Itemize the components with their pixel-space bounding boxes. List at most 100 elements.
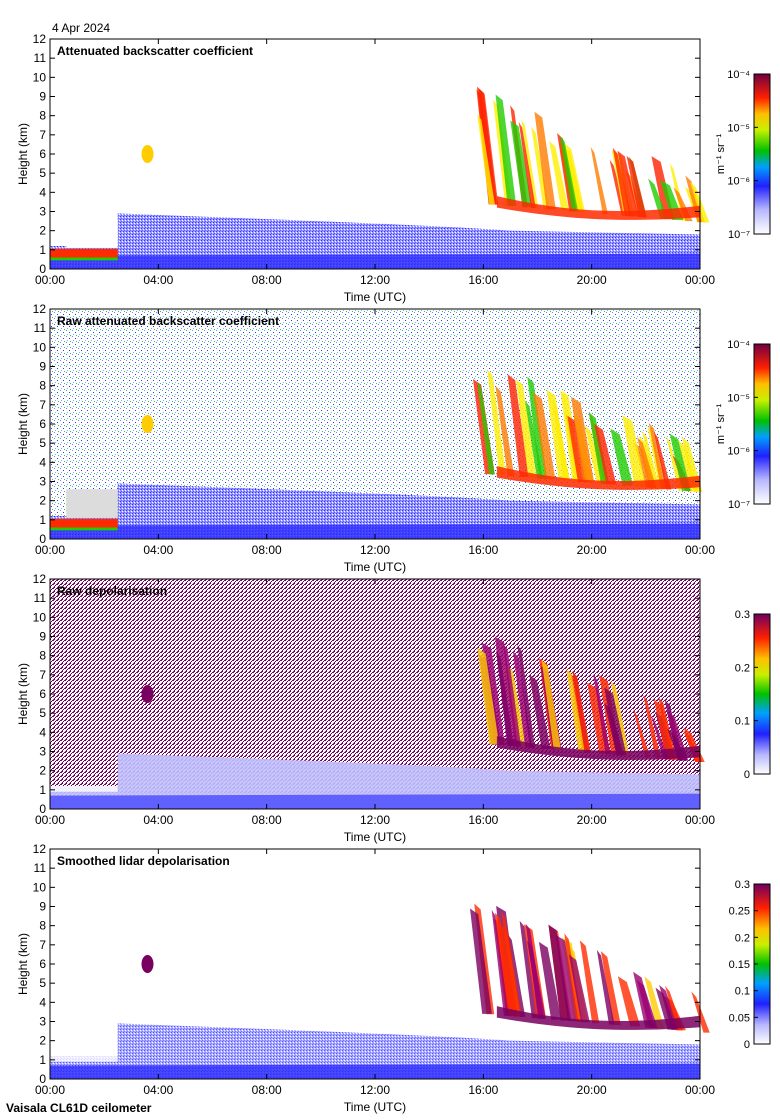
fallstreak — [487, 369, 507, 476]
x-tick-label: 12:00 — [360, 543, 390, 557]
y-tick-label: 10 — [33, 340, 47, 354]
fallstreak — [517, 644, 535, 748]
y-tick-label: 10 — [33, 880, 47, 894]
y-tick-label: 9 — [39, 90, 46, 104]
x-tick-label: 16:00 — [468, 273, 498, 287]
x-tick-label: 00:00 — [35, 543, 65, 557]
x-axis-label: Time (UTC) — [344, 290, 406, 304]
colorbar-tick-label: 0 — [744, 1039, 750, 1051]
fallstreak — [476, 86, 498, 205]
fallstreak — [501, 912, 519, 1017]
colorbar-tick-label: 0.2 — [735, 662, 750, 674]
colorbar — [753, 343, 771, 505]
y-axis-label: Height (km) — [16, 933, 30, 995]
x-axis-label: Time (UTC) — [344, 1100, 406, 1114]
y-tick-label: 1 — [39, 243, 46, 257]
panel-title: Raw attenuated backscatter coefficient — [57, 314, 279, 328]
fallstreak — [495, 912, 514, 1016]
x-tick-label: 16:00 — [468, 543, 498, 557]
panel-title: Smoothed lidar depolarisation — [57, 854, 230, 868]
y-tick-label: 2 — [39, 764, 46, 778]
colorbar-tick-label: 0.3 — [735, 879, 750, 891]
x-tick-label: 00:00 — [35, 813, 65, 827]
y-tick-label: 11 — [34, 861, 47, 875]
colorbar-tick-label: 0.2 — [735, 932, 750, 944]
x-tick-label: 04:00 — [143, 1083, 173, 1097]
colorbar-tick-label: 0.1 — [735, 716, 750, 728]
fallstreak — [507, 374, 529, 478]
x-tick-label: 08:00 — [252, 813, 282, 827]
fallstreak — [653, 431, 672, 490]
y-axis-label: Height (km) — [16, 393, 30, 455]
fallstreak — [636, 979, 658, 1029]
y-tick-label: 9 — [39, 900, 46, 914]
y-tick-label: 2 — [39, 1034, 46, 1048]
y-tick-label: 3 — [39, 1015, 46, 1029]
x-axis-label: Time (UTC) — [344, 560, 406, 574]
fallstreak — [521, 119, 539, 209]
low-cloud-edge — [50, 527, 118, 531]
fallstreak — [538, 941, 562, 1020]
fallstreak — [518, 122, 536, 208]
fallstreak — [643, 694, 661, 759]
y-tick-label: 6 — [39, 417, 46, 431]
y-tick-label: 8 — [39, 649, 46, 663]
cloud-streaks — [472, 369, 703, 492]
cloud-streaks — [469, 903, 710, 1033]
low-cloud-gap — [50, 786, 118, 792]
cloud-deck-base — [496, 736, 700, 760]
fallstreak — [559, 135, 579, 212]
panel-1: Attenuated backscatter coefficient012345… — [16, 32, 771, 304]
y-axis-label: Height (km) — [16, 123, 30, 185]
fallstreak — [551, 399, 571, 481]
fallstreak — [477, 647, 500, 745]
fallstreak — [594, 423, 617, 485]
panel-title: Attenuated backscatter coefficient — [57, 44, 253, 58]
fallstreak — [495, 650, 514, 747]
y-tick-label: 2 — [39, 494, 46, 508]
fallstreak — [600, 951, 621, 1025]
x-tick-label: 04:00 — [143, 273, 173, 287]
fallstreak — [644, 976, 665, 1029]
fallstreak — [622, 415, 646, 487]
y-axis-label: Height (km) — [16, 663, 30, 725]
x-tick-label: 12:00 — [360, 1083, 390, 1097]
colorbar-tick-label: 0.3 — [735, 609, 750, 621]
x-tick-label: 12:00 — [360, 813, 390, 827]
colorbar — [753, 73, 771, 235]
fallstreak — [527, 940, 546, 1019]
y-tick-label: 0 — [39, 802, 46, 816]
colorbar-tick-label: 0.05 — [729, 1012, 750, 1024]
y-tick-label: 11 — [34, 591, 47, 605]
fallstreak — [669, 433, 692, 491]
x-tick-label: 08:00 — [252, 543, 282, 557]
low-cloud-band — [50, 518, 118, 529]
y-tick-label: 1 — [39, 783, 46, 797]
fallstreak — [604, 703, 625, 756]
y-tick-label: 12 — [33, 572, 47, 586]
x-tick-label: 04:00 — [143, 543, 173, 557]
y-tick-label: 10 — [33, 610, 47, 624]
x-tick-label: 16:00 — [468, 1083, 498, 1097]
fallstreak — [495, 385, 515, 477]
x-tick-label: 04:00 — [143, 813, 173, 827]
colorbar-tick-label: 10⁻⁶ — [727, 446, 750, 458]
y-tick-label: 8 — [39, 109, 46, 123]
x-tick-label: 20:00 — [577, 813, 607, 827]
y-tick-label: 9 — [39, 360, 46, 374]
y-tick-label: 3 — [39, 745, 46, 759]
y-tick-label: 10 — [33, 70, 47, 84]
y-tick-label: 4 — [39, 185, 46, 199]
y-tick-label: 8 — [39, 379, 46, 393]
y-tick-label: 11 — [34, 321, 47, 335]
x-tick-label: 00:00 — [35, 273, 65, 287]
surface-layer — [50, 793, 700, 809]
fallstreak — [482, 642, 505, 745]
y-tick-label: 5 — [39, 436, 46, 450]
colorbar-tick-label: 0.15 — [729, 959, 750, 971]
fallstreak — [477, 381, 495, 475]
cloud-patch — [141, 685, 154, 703]
fallstreak — [610, 428, 634, 486]
